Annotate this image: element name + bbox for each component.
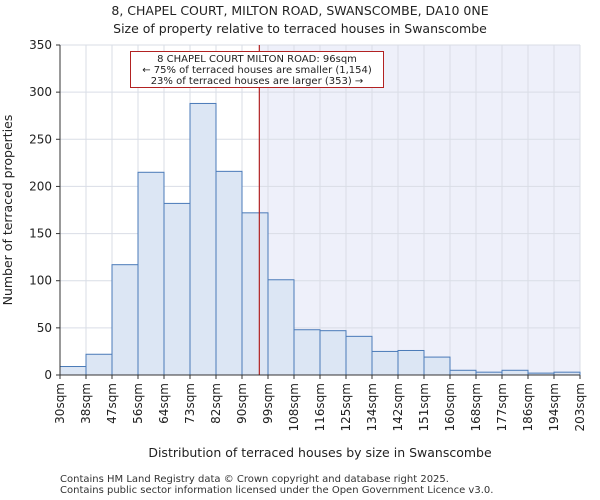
y-tick-label: 150 bbox=[29, 227, 52, 241]
annotation-line-1: 8 CHAPEL COURT MILTON ROAD: 96sqm bbox=[157, 54, 357, 65]
x-tick-label: 194sqm bbox=[547, 383, 561, 431]
histogram-bar bbox=[59, 366, 87, 376]
x-tick-label: 82sqm bbox=[209, 383, 223, 424]
histogram-bar bbox=[293, 329, 321, 376]
histogram-bar bbox=[449, 369, 477, 376]
x-axis-label: Distribution of terraced houses by size … bbox=[148, 445, 492, 460]
annotation-line-3: 23% of terraced houses are larger (353) … bbox=[150, 76, 364, 87]
annotation-line-2: ← 75% of terraced houses are smaller (1,… bbox=[142, 65, 372, 76]
histogram-bar bbox=[215, 170, 243, 376]
histogram-bar bbox=[397, 349, 425, 376]
footer-line-1: Contains HM Land Registry data © Crown c… bbox=[60, 474, 449, 485]
x-tick-label: 64sqm bbox=[157, 383, 171, 424]
x-tick-label: 168sqm bbox=[469, 383, 483, 431]
histogram-bar bbox=[189, 102, 217, 376]
y-tick-label: 0 bbox=[44, 368, 52, 382]
histogram-bar bbox=[345, 335, 373, 376]
chart-subtitle: Size of property relative to terraced ho… bbox=[113, 21, 487, 36]
footer-line-2: Contains public sector information licen… bbox=[60, 485, 494, 496]
histogram-bar bbox=[501, 369, 529, 376]
x-tick-label: 125sqm bbox=[339, 383, 353, 431]
x-tick-label: 177sqm bbox=[495, 383, 509, 431]
x-tick-label: 90sqm bbox=[235, 383, 249, 424]
y-axis-label: Number of terraced properties bbox=[0, 115, 15, 306]
histogram-bar bbox=[137, 171, 165, 376]
y-tick-label: 350 bbox=[29, 38, 52, 52]
larger-region-shade bbox=[259, 45, 580, 375]
x-tick-label: 142sqm bbox=[391, 383, 405, 431]
y-tick-label: 50 bbox=[37, 321, 52, 335]
x-tick-label: 203sqm bbox=[573, 383, 587, 431]
y-tick-label: 250 bbox=[29, 132, 52, 146]
x-tick-label: 160sqm bbox=[443, 383, 457, 431]
histogram-bar bbox=[319, 330, 347, 376]
histogram-bar bbox=[163, 202, 191, 376]
histogram-bar bbox=[241, 212, 269, 376]
x-tick-label: 99sqm bbox=[261, 383, 275, 424]
x-tick-label: 108sqm bbox=[287, 383, 301, 431]
x-tick-label: 134sqm bbox=[365, 383, 379, 431]
x-tick-label: 30sqm bbox=[53, 383, 67, 424]
x-tick-label: 73sqm bbox=[183, 383, 197, 424]
histogram-bar bbox=[111, 264, 139, 376]
y-tick-label: 300 bbox=[29, 85, 52, 99]
histogram-bar bbox=[423, 356, 451, 376]
histogram-bar bbox=[371, 350, 399, 376]
chart-title: 8, CHAPEL COURT, MILTON ROAD, SWANSCOMBE… bbox=[111, 3, 489, 18]
y-tick-label: 200 bbox=[29, 179, 52, 193]
x-tick-label: 116sqm bbox=[313, 383, 327, 431]
x-tick-label: 38sqm bbox=[79, 383, 93, 424]
x-tick-label: 186sqm bbox=[521, 383, 535, 431]
histogram-bar bbox=[267, 279, 295, 376]
x-tick-label: 151sqm bbox=[417, 383, 431, 431]
x-tick-label: 47sqm bbox=[105, 383, 119, 424]
histogram-bar bbox=[85, 353, 113, 376]
y-tick-label: 100 bbox=[29, 274, 52, 288]
property-annotation-box: 8 CHAPEL COURT MILTON ROAD: 96sqm ← 75% … bbox=[130, 51, 384, 88]
x-tick-label: 56sqm bbox=[131, 383, 145, 424]
